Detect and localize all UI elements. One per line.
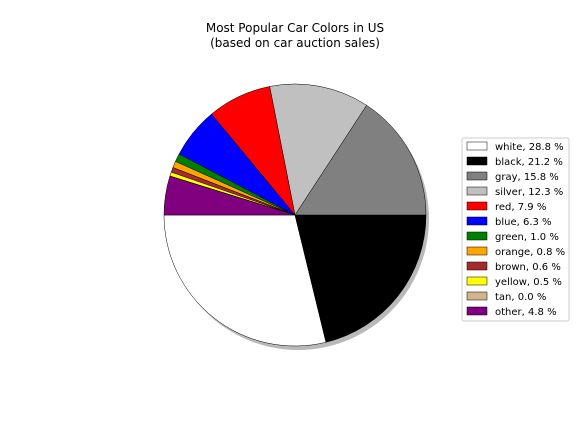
legend-swatch-brown bbox=[466, 261, 488, 271]
legend-label-white: white, 28.8 % bbox=[495, 142, 564, 153]
legend-swatch-orange bbox=[466, 246, 488, 256]
chart-title-line-1: Most Popular Car Colors in US bbox=[206, 21, 384, 35]
pie-slice-other bbox=[163, 175, 296, 216]
legend-label-yellow: yellow, 0.5 % bbox=[495, 277, 562, 288]
legend-swatch-blue bbox=[466, 216, 488, 226]
legend-swatch-other bbox=[466, 306, 488, 316]
legend-swatch-silver bbox=[466, 186, 488, 196]
legend-swatch-tan bbox=[466, 291, 488, 301]
chart-title-line-2: (based on car auction sales) bbox=[210, 36, 380, 50]
legend-label-silver: silver, 12.3 % bbox=[495, 187, 563, 198]
legend-swatch-black bbox=[466, 156, 488, 166]
legend-label-other: other, 4.8 % bbox=[495, 307, 557, 318]
legend-label-brown: brown, 0.6 % bbox=[495, 262, 561, 273]
legend-label-green: green, 1.0 % bbox=[495, 232, 559, 243]
legend-label-blue: blue, 6.3 % bbox=[495, 217, 552, 228]
pie-slice-black bbox=[294, 214, 427, 343]
legend: white, 28.8 % black, 21.2 % gray, 15.8 % si… bbox=[461, 137, 570, 322]
legend-swatch-yellow bbox=[466, 276, 488, 286]
legend-swatch-white bbox=[466, 141, 488, 151]
pie-slice-white bbox=[163, 214, 327, 347]
legend-swatch-red bbox=[466, 201, 488, 211]
legend-label-red: red, 7.9 % bbox=[495, 202, 546, 213]
pie-slice-silver bbox=[269, 83, 367, 216]
legend-label-black: black, 21.2 % bbox=[495, 157, 563, 168]
legend-swatch-green bbox=[466, 231, 488, 241]
pie-slices bbox=[163, 83, 427, 347]
legend-label-orange: orange, 0.8 % bbox=[495, 247, 565, 258]
legend-label-tan: tan, 0.0 % bbox=[495, 292, 546, 303]
pie-slice-gray bbox=[294, 105, 427, 216]
legend-frame bbox=[461, 137, 570, 322]
legend-label-gray: gray, 15.8 % bbox=[495, 172, 559, 183]
legend-swatch-gray bbox=[466, 171, 488, 181]
